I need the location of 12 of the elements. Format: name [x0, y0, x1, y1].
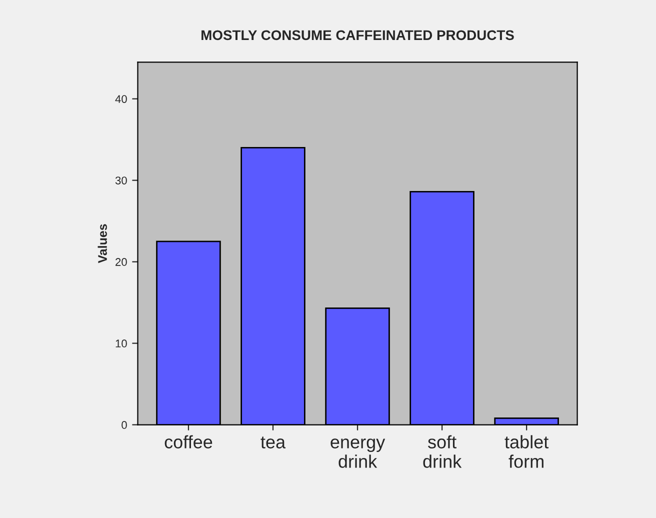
- y-axis-title: Values: [98, 224, 107, 264]
- chart-title: MOSTLY CONSUME CAFFEINATED PRODUCTS: [202, 30, 514, 40]
- y-tick-label: 20: [116, 258, 127, 266]
- x-tick-label: energy drink: [330, 438, 386, 468]
- x-tick-label: soft drink: [423, 435, 462, 468]
- x-tick-label: tablet form: [504, 435, 549, 468]
- y-tick-label: 0: [122, 421, 127, 429]
- y-tick-label: 10: [116, 340, 127, 348]
- y-tick-label: 40: [115, 95, 127, 103]
- x-tick-label: coffee: [164, 435, 212, 448]
- x-tick-label: tea: [260, 436, 286, 448]
- y-tick-label: 30: [115, 176, 127, 184]
